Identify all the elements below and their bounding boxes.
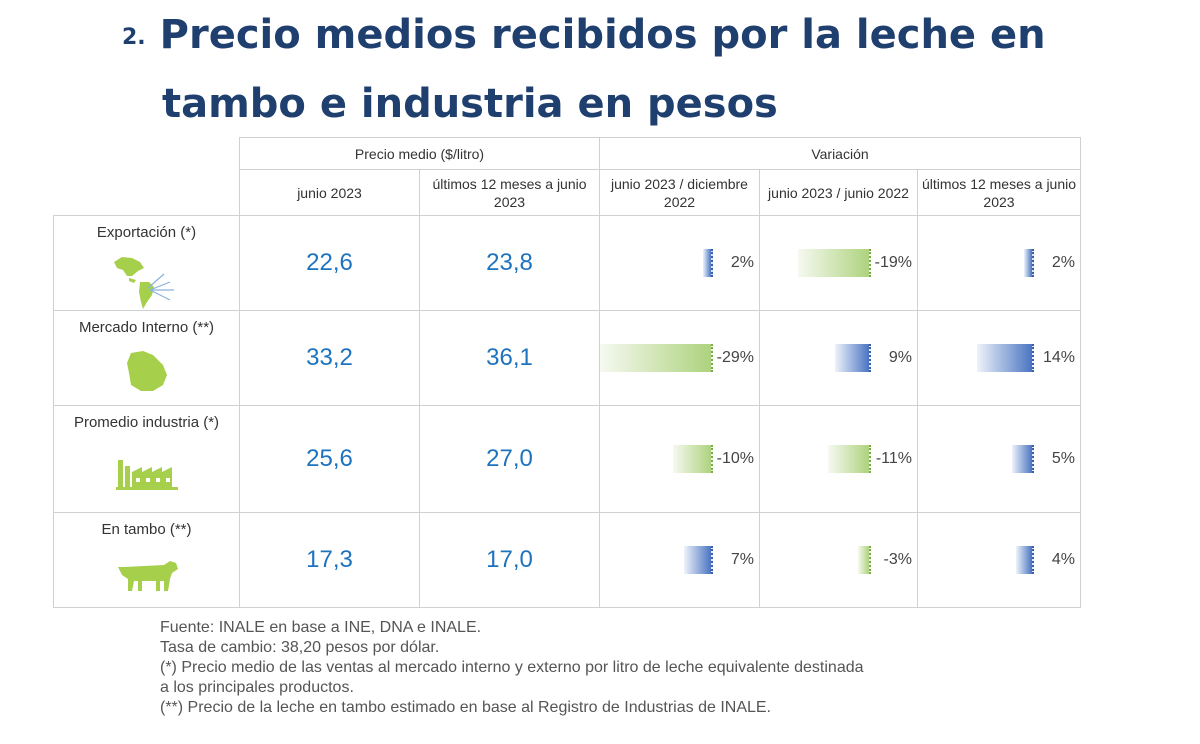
variation-bar xyxy=(976,344,1034,372)
header-col-var-jun: junio 2023 / junio 2022 xyxy=(759,169,918,216)
variation-label: 14% xyxy=(1042,349,1075,366)
variation-cell: -3% xyxy=(759,512,918,608)
variation-cell: -10% xyxy=(599,405,760,513)
variation-cell: -29% xyxy=(599,310,760,406)
table-row: Exportación (*) 22,6 23,8 2% -19% 2% xyxy=(53,215,1081,311)
factory-icon xyxy=(115,460,178,490)
variation-cell: 2% xyxy=(917,215,1081,311)
row-label: Exportación (*) xyxy=(96,224,197,241)
row-label-cell: Mercado Interno (**) xyxy=(53,310,240,406)
footnote-source: Fuente: INALE en base a INE, DNA e INALE… xyxy=(160,619,482,636)
variation-cell: 5% xyxy=(917,405,1081,513)
corner-cell xyxy=(53,137,240,216)
variation-label: 7% xyxy=(730,551,754,568)
variation-bar xyxy=(684,546,713,574)
page-title: 2. Precio medios recibidos por la leche e… xyxy=(122,4,1122,135)
header-variation-group: Variación xyxy=(599,137,1081,170)
row-label-cell: Promedio industria (*) xyxy=(53,405,240,513)
variation-bar xyxy=(1016,546,1034,574)
row-label-cell: Exportación (*) xyxy=(53,215,240,311)
price-table: Precio medio ($/litro) Variación junio 2… xyxy=(53,137,1081,608)
variation-cell: -11% xyxy=(759,405,918,513)
header-col-var-dec: junio 2023 / diciembre 2022 xyxy=(599,169,760,216)
variation-bar xyxy=(827,445,871,473)
row-label-cell: En tambo (**) xyxy=(53,512,240,608)
price-jun2023: 17,3 xyxy=(239,512,420,608)
variation-label: 5% xyxy=(1051,450,1075,467)
title-text-1: Precio medios recibidos por la leche en xyxy=(159,12,1046,58)
variation-cell: -19% xyxy=(759,215,918,311)
price-12m: 23,8 xyxy=(419,215,600,311)
header-col-var-12m: últimos 12 meses a junio 2023 xyxy=(917,169,1081,216)
footnote-single-asterisk-cont: a los principales productos. xyxy=(160,679,354,696)
variation-cell: 7% xyxy=(599,512,760,608)
header-col-jun2023: junio 2023 xyxy=(239,169,420,216)
header-col-12m: últimos 12 meses a junio 2023 xyxy=(419,169,600,216)
variation-cell: 2% xyxy=(599,215,760,311)
variation-bar xyxy=(703,249,713,277)
variation-label: -29% xyxy=(716,349,754,366)
row-label: En tambo (**) xyxy=(101,521,192,538)
variation-label: 2% xyxy=(1051,254,1075,271)
uruguay-map-icon xyxy=(126,351,167,391)
variation-label: 4% xyxy=(1051,551,1075,568)
footnotes: Fuente: INALE en base a INE, DNA e INALE… xyxy=(160,618,864,718)
footnote-exchange-rate: Tasa de cambio: 38,20 pesos por dólar. xyxy=(160,639,440,656)
title-line-1: 2. Precio medios recibidos por la leche e… xyxy=(122,4,1122,73)
variation-bar xyxy=(835,344,871,372)
price-12m: 17,0 xyxy=(419,512,600,608)
price-jun2023: 25,6 xyxy=(239,405,420,513)
variation-bar xyxy=(672,445,713,473)
variation-label: -19% xyxy=(874,254,912,271)
cow-icon xyxy=(117,561,178,591)
table-row: En tambo (**) 17,3 17,0 7% -3% 4% xyxy=(53,512,1081,608)
row-label: Promedio industria (*) xyxy=(73,414,220,431)
price-jun2023: 22,6 xyxy=(239,215,420,311)
header-price-group: Precio medio ($/litro) xyxy=(239,137,600,170)
variation-label: -3% xyxy=(883,551,912,568)
price-jun2023: 33,2 xyxy=(239,310,420,406)
price-12m: 27,0 xyxy=(419,405,600,513)
variation-bar xyxy=(600,344,713,372)
variation-bar xyxy=(857,546,871,574)
title-line-2: tambo e industria en pesos xyxy=(162,81,778,127)
variation-bar xyxy=(1024,249,1034,277)
variation-cell: 9% xyxy=(759,310,918,406)
variation-label: 9% xyxy=(888,349,912,366)
section-number: 2. xyxy=(122,25,146,50)
variation-cell: 4% xyxy=(917,512,1081,608)
variation-label: -10% xyxy=(716,450,754,467)
variation-label: 2% xyxy=(730,254,754,271)
variation-bar xyxy=(1012,445,1034,473)
variation-bar xyxy=(797,249,871,277)
americas-map-icon xyxy=(113,257,174,309)
footnote-double-asterisk: (**) Precio de la leche en tambo estimad… xyxy=(160,699,771,716)
row-label: Mercado Interno (**) xyxy=(78,319,215,336)
price-12m: 36,1 xyxy=(419,310,600,406)
footnote-single-asterisk: (*) Precio medio de las ventas al mercad… xyxy=(160,659,864,676)
variation-label: -11% xyxy=(875,450,912,467)
table-row: Mercado Interno (**) 33,2 36,1 -29% 9% 1… xyxy=(53,310,1081,406)
table-row: Promedio industria (*) 25,6 27,0 -10% -1… xyxy=(53,405,1081,513)
variation-cell: 14% xyxy=(917,310,1081,406)
